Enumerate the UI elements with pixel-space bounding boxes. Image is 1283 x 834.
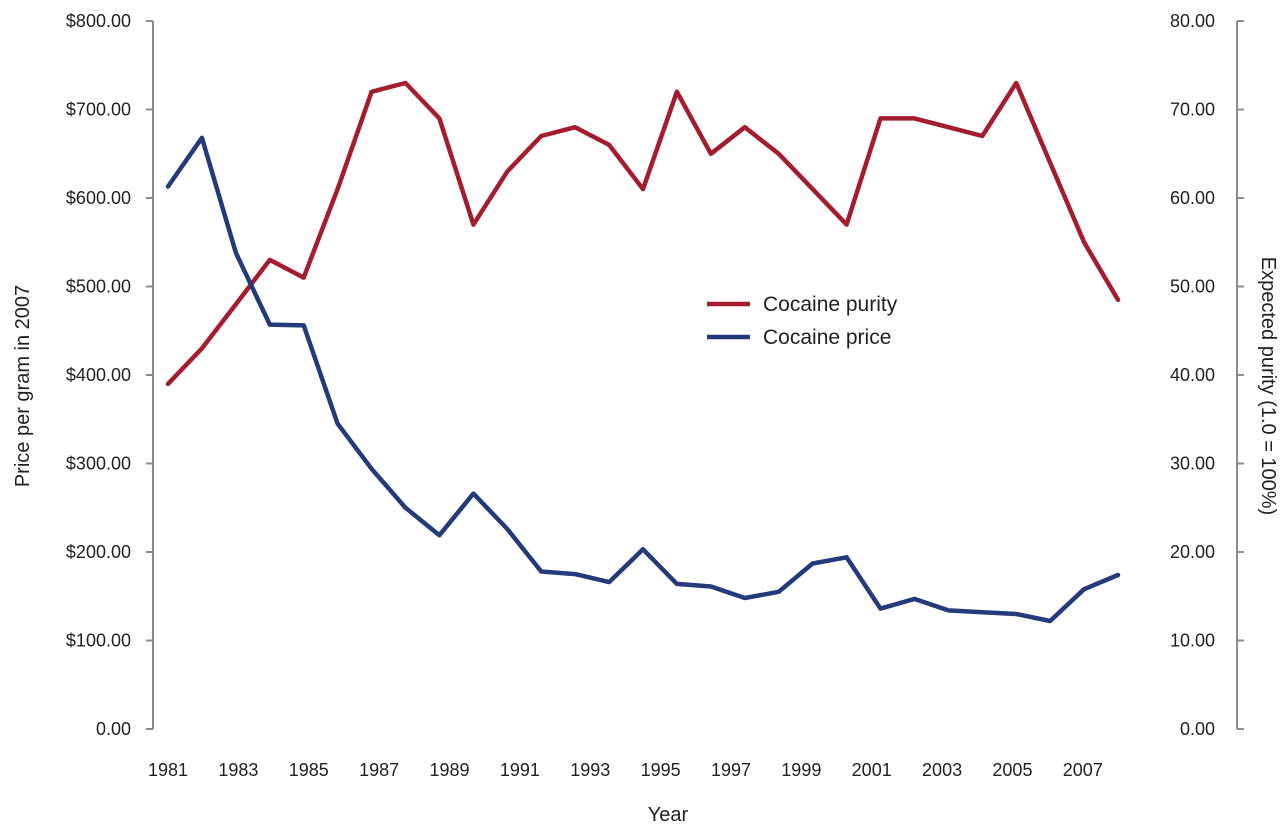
- left-y-tick-label: $400.00: [66, 365, 131, 385]
- legend: Cocaine purity Cocaine price: [707, 293, 898, 349]
- right-y-tick-label: 80.00: [1170, 11, 1215, 31]
- cocaine-price-line: [165, 135, 1121, 624]
- right-y-tick-label: 40.00: [1170, 365, 1215, 385]
- x-axis-title: Year: [648, 804, 689, 826]
- legend-label: Cocaine price: [763, 326, 891, 349]
- left-y-tick-label: $300.00: [66, 454, 131, 474]
- x-tick-label: 1993: [570, 760, 610, 780]
- right-y-tick-label: 60.00: [1170, 188, 1215, 208]
- left-y-tick-label: 0.00: [96, 719, 131, 739]
- right-y-tick-label: 30.00: [1170, 454, 1215, 474]
- left-y-tick-label: $500.00: [66, 277, 131, 297]
- right-y-tick-label: 10.00: [1170, 631, 1215, 651]
- right-y-tick-label: 20.00: [1170, 542, 1215, 562]
- left-y-tick-label: $200.00: [66, 542, 131, 562]
- left-y-tick-label: $600.00: [66, 188, 131, 208]
- x-tick-label: 2005: [992, 760, 1032, 780]
- x-tick-label: 2007: [1063, 760, 1103, 780]
- ticks: 0.00 $100.00 $200.00 $300.00 $400.00 $500.00 $…: [66, 11, 1244, 780]
- x-tick-label: 1987: [359, 760, 399, 780]
- series-layer: [165, 80, 1121, 624]
- x-tick-label: 1989: [429, 760, 469, 780]
- left-y-tick-label: $700.00: [66, 100, 131, 120]
- x-tick-label: 1995: [641, 760, 681, 780]
- x-tick-label: 1991: [500, 760, 540, 780]
- x-tick-label: 1999: [781, 760, 821, 780]
- x-tick-label: 1997: [711, 760, 751, 780]
- right-y-tick-label: 0.00: [1180, 719, 1215, 739]
- right-y-axis-title: Expected purity (1.0 = 100%): [1257, 257, 1279, 515]
- right-y-tick-label: 50.00: [1170, 277, 1215, 297]
- legend-label: Cocaine purity: [763, 293, 898, 316]
- cocaine-purity-line: [165, 80, 1121, 387]
- right-y-tick-label: 70.00: [1170, 100, 1215, 120]
- x-tick-label: 1985: [289, 760, 329, 780]
- x-tick-label: 1981: [148, 760, 188, 780]
- x-tick-label: 2001: [852, 760, 892, 780]
- left-y-axis-title: Price per gram in 2007: [12, 285, 34, 487]
- x-tick-label: 2003: [922, 760, 962, 780]
- left-y-tick-label: $800.00: [66, 11, 131, 31]
- left-y-tick-label: $100.00: [66, 631, 131, 651]
- x-tick-label: 1983: [218, 760, 258, 780]
